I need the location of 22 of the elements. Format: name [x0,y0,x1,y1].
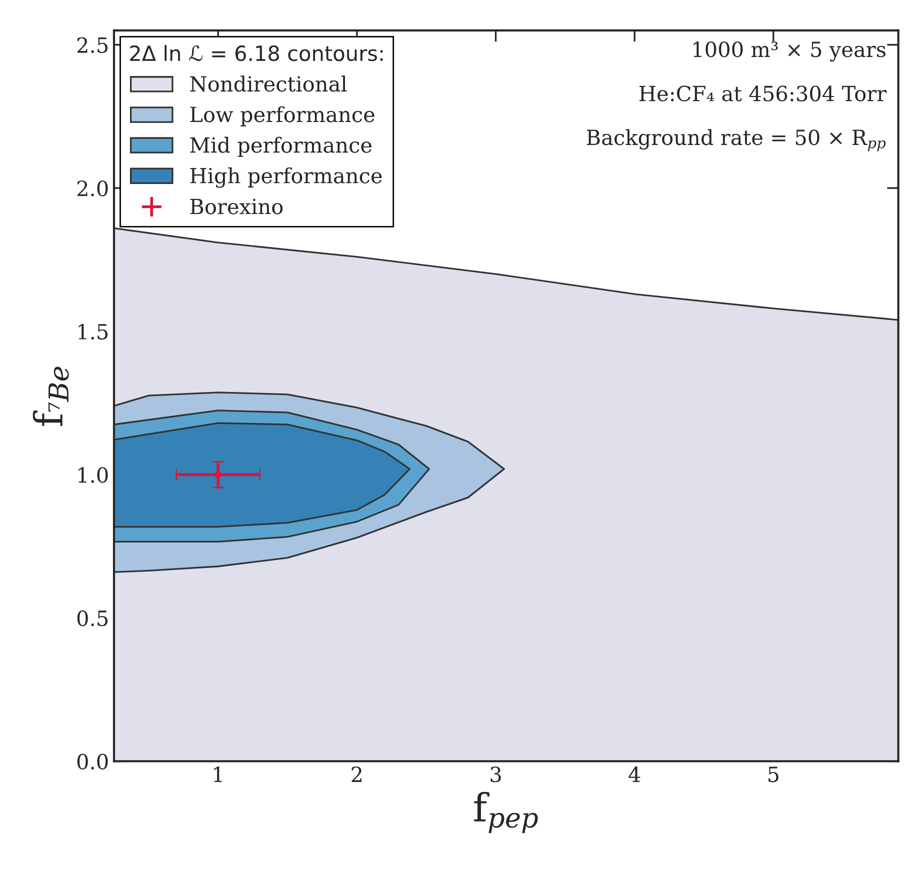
x-axis-title: f$_{pep}$ [474,792,538,834]
legend-label: Nondirectional [190,76,347,92]
y-tick-label: 1.0 [78,467,108,483]
x-tick-label: 3 [490,766,501,782]
y-tick-label: 0.5 [77,610,108,626]
annotation: Background rate = 50 × R$_{pp}$ [586,129,886,152]
legend-label: Borexino [190,198,283,214]
y-axis-title: f$_{⁷Be}$ [32,366,69,426]
x-tick-label: 5 [768,766,778,782]
x-tick-label: 1 [214,766,222,782]
y-tick-label: 0.0 [77,754,108,770]
annotation: He:CF₄ at 456:304 Torr [639,86,887,102]
legend-title: 2Δ ln ℒ = 6.18 contours: [130,45,383,62]
y-tick-label: 1.5 [78,324,108,340]
annotation: 1000 m³ × 5 years [694,41,886,62]
y-tick-label: 2.5 [77,37,108,53]
legend-label: Mid performance [190,136,372,157]
legend-label: High performance [190,167,382,188]
y-tick-label: 2.0 [77,180,108,196]
x-tick-label: 4 [628,766,640,782]
x-tick-label: 2 [352,766,362,782]
legend-label: Low performance [190,106,374,126]
